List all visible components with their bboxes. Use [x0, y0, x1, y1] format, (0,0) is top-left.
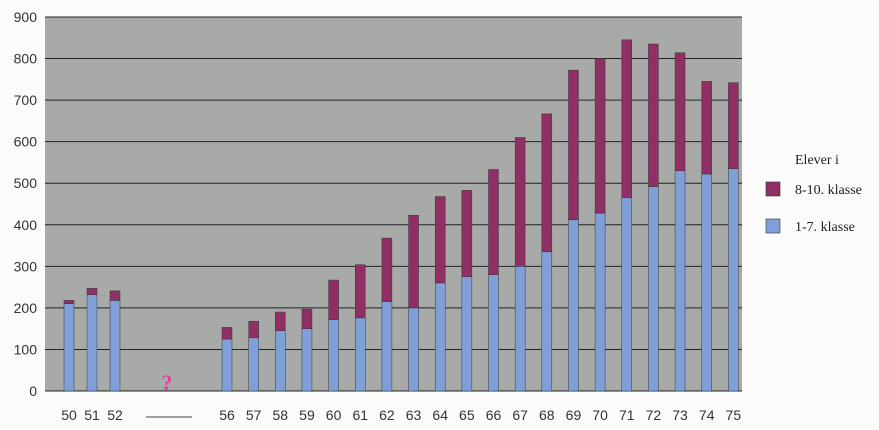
- x-tick-label: 51: [84, 407, 100, 423]
- y-tick-label: 600: [14, 134, 38, 150]
- bar-segment-8-10: [248, 320, 259, 339]
- x-tick-label: 59: [299, 407, 315, 423]
- bars: [63, 39, 739, 392]
- bar-segment-8-10: [381, 237, 393, 302]
- x-axis-ticks: 50 51 52 56 57 58 59 60 61 62 63 64 65 66 67 68 69 70 71 72…: [61, 407, 741, 423]
- x-tick-label: 64: [432, 407, 448, 423]
- x-tick-label: 61: [352, 407, 368, 423]
- bar-segment-1-7: [514, 266, 526, 392]
- x-tick-label: 66: [486, 407, 502, 423]
- y-tick-label: 800: [14, 51, 38, 67]
- bar-segment-1-7: [434, 282, 446, 392]
- y-tick-label: 400: [14, 217, 38, 233]
- bar-segment-8-10: [461, 190, 473, 277]
- legend-swatch-1-7: [765, 218, 781, 234]
- x-tick-label: 74: [699, 407, 715, 423]
- x-tick-label: 60: [326, 407, 342, 423]
- x-tick-label: 73: [672, 407, 688, 423]
- bar-segment-8-10: [594, 58, 606, 214]
- bar-segment-8-10: [701, 81, 712, 175]
- y-tick-label: 300: [14, 258, 38, 274]
- bar-segment-8-10: [674, 52, 686, 172]
- bar-segment-1-7: [301, 328, 313, 392]
- bar-segment-8-10: [109, 290, 121, 301]
- bar-segment-8-10: [568, 69, 579, 221]
- x-tick-label: 69: [566, 407, 582, 423]
- gridlines: [45, 16, 742, 392]
- y-tick-label: 500: [14, 175, 38, 191]
- x-tick-label: 57: [246, 407, 262, 423]
- bar-segment-8-10: [408, 214, 419, 309]
- bar-segment-8-10: [86, 288, 98, 295]
- y-axis-ticks: 0 100 200 300 400 500 600 700 800 900: [14, 9, 38, 399]
- bar-segment-1-7: [63, 303, 75, 392]
- bar-segment-8-10: [434, 196, 446, 284]
- gap-question-mark: ?: [162, 370, 173, 395]
- y-tick-label: 200: [14, 300, 38, 316]
- legend-label-8-10: 8-10. klasse: [795, 183, 862, 198]
- x-tick-label: 70: [592, 407, 608, 423]
- bar-segment-8-10: [275, 311, 286, 331]
- bar-segment-8-10: [63, 300, 75, 304]
- bar-segment-1-7: [728, 168, 739, 392]
- legend-title: Elever i: [795, 153, 839, 168]
- y-tick-label: 700: [14, 92, 38, 108]
- legend-label-1-7: 1-7. klasse: [795, 220, 855, 235]
- bar-segment-8-10: [648, 43, 659, 187]
- bar-segment-1-7: [328, 319, 339, 392]
- x-tick-label: 50: [61, 407, 77, 423]
- bar-segment-1-7: [594, 212, 606, 392]
- x-tick-label: 65: [459, 407, 475, 423]
- bar-segment-1-7: [248, 337, 259, 392]
- bar-segment-1-7: [355, 317, 366, 392]
- x-tick-label: 52: [107, 407, 123, 423]
- bar-segment-1-7: [541, 251, 553, 392]
- legend: Elever i 8-10. klasse 1-7. klasse: [765, 153, 862, 235]
- y-tick-label: 0: [29, 383, 37, 399]
- bar-segment-1-7: [674, 170, 686, 392]
- bar-segment-8-10: [621, 39, 632, 199]
- bar-segment-1-7: [568, 219, 579, 392]
- x-tick-label: 56: [219, 407, 235, 423]
- bar-segment-8-10: [488, 169, 499, 275]
- bar-segment-8-10: [728, 82, 739, 169]
- bar-segment-1-7: [648, 186, 659, 392]
- bar-segment-8-10: [301, 308, 313, 329]
- x-tick-label: 72: [646, 407, 662, 423]
- bar-segment-1-7: [381, 301, 393, 392]
- bar-segment-8-10: [328, 279, 339, 320]
- bar-segment-1-7: [621, 197, 632, 392]
- bar-segment-8-10: [355, 264, 366, 319]
- x-tick-label: 67: [512, 407, 528, 423]
- y-tick-label: 100: [14, 341, 38, 357]
- bar-segment-1-7: [488, 274, 499, 392]
- y-tick-label: 900: [14, 9, 38, 25]
- gap-marker: ?: [146, 370, 192, 418]
- bar-segment-8-10: [514, 137, 526, 267]
- bar-segment-1-7: [86, 294, 98, 392]
- bar-segment-1-7: [701, 173, 712, 392]
- x-tick-label: 58: [273, 407, 289, 423]
- bar-segment-1-7: [275, 330, 286, 392]
- x-tick-label: 62: [379, 407, 395, 423]
- bar-segment-1-7: [109, 300, 121, 392]
- x-tick-label: 75: [726, 407, 742, 423]
- bar-segment-8-10: [221, 327, 233, 340]
- bar-segment-1-7: [461, 276, 473, 392]
- x-tick-label: 71: [619, 407, 635, 423]
- bar-segment-1-7: [408, 307, 419, 392]
- bar-segment-8-10: [541, 113, 553, 253]
- x-tick-label: 68: [539, 407, 555, 423]
- bar-segment-1-7: [221, 338, 233, 392]
- legend-swatch-8-10: [765, 181, 781, 197]
- plot-area: [45, 17, 742, 391]
- x-tick-label: 63: [406, 407, 422, 423]
